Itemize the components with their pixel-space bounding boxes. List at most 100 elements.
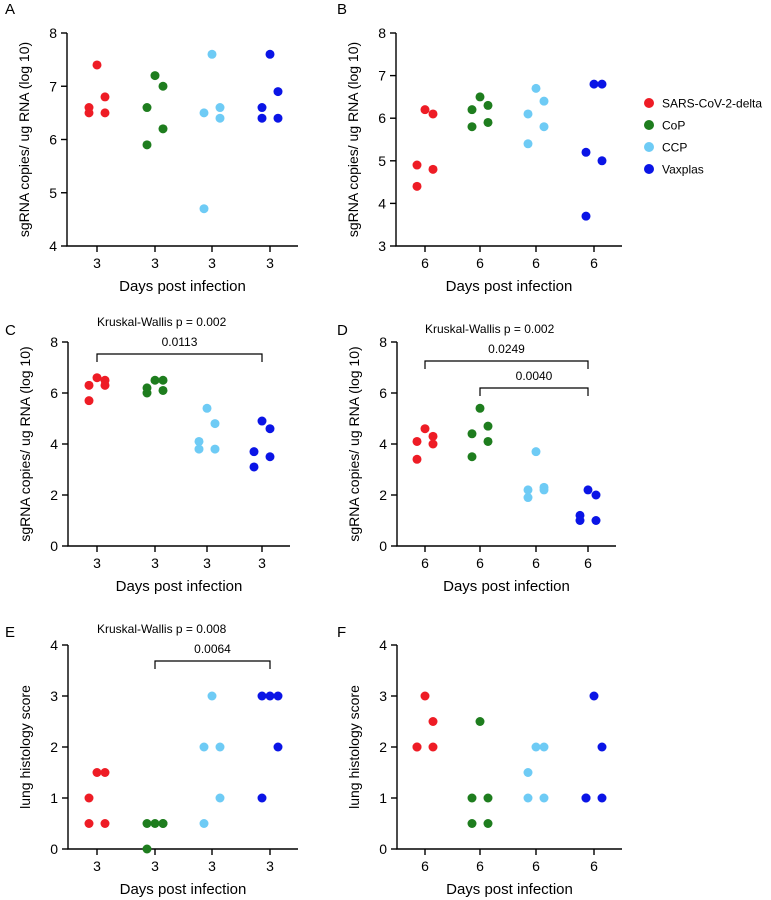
data-point-sars-cov-2-delta [413, 437, 422, 446]
data-point-sars-cov-2-delta [421, 105, 430, 114]
data-point-sars-cov-2-delta [421, 692, 430, 701]
significance-bracket [425, 361, 588, 369]
data-point-cop [476, 717, 485, 726]
x-tick-label: 6 [476, 255, 484, 271]
legend-label: CoP [662, 119, 685, 133]
axis-lines [68, 645, 298, 849]
data-point-sars-cov-2-delta [429, 165, 438, 174]
x-tick-label: 3 [93, 255, 101, 271]
data-point-vaxplas [582, 212, 591, 221]
x-tick-label: 3 [151, 555, 159, 571]
data-point-cop [159, 376, 168, 385]
legend-marker [644, 98, 654, 108]
data-point-ccp [540, 97, 549, 106]
data-point-ccp [524, 139, 533, 148]
y-axis-label: sgRNA copies/ ug RNA (log 10) [346, 346, 362, 541]
data-point-vaxplas [592, 516, 601, 525]
panel-letter: A [5, 1, 15, 18]
data-point-ccp [211, 445, 220, 454]
data-point-vaxplas [266, 692, 275, 701]
data-point-ccp [540, 794, 549, 803]
y-tick-label: 7 [49, 78, 57, 94]
data-point-cop [143, 389, 152, 398]
panel-letter: F [337, 624, 346, 641]
data-point-ccp [540, 743, 549, 752]
data-point-ccp [524, 768, 533, 777]
data-point-vaxplas [598, 156, 607, 165]
data-point-ccp [211, 419, 220, 428]
p-value-label: 0.0040 [516, 369, 553, 383]
y-tick-label: 0 [50, 538, 58, 554]
panel-d: D024686 6 6 6Days post infectionsgRNA copie… [337, 322, 616, 595]
x-tick-label: 3 [208, 255, 216, 271]
data-point-cop [468, 794, 477, 803]
legend-label: SARS-CoV-2-delta [662, 97, 762, 111]
data-point-vaxplas [590, 80, 599, 89]
y-axis-label: lung histology score [346, 685, 362, 809]
y-axis-label: sgRNA copies/ ug RNA (log 10) [17, 346, 33, 541]
data-point-ccp [532, 84, 541, 93]
data-point-sars-cov-2-delta [93, 373, 102, 382]
data-point-vaxplas [274, 692, 283, 701]
x-axis-label: Days post infection [446, 278, 573, 295]
y-tick-label: 6 [379, 385, 387, 401]
x-tick-label: 3 [151, 255, 159, 271]
data-point-vaxplas [250, 462, 259, 471]
p-value-label: 0.0113 [162, 335, 198, 349]
y-tick-label: 2 [50, 739, 58, 755]
data-point-vaxplas [274, 114, 283, 123]
legend-label: CCP [662, 141, 687, 155]
y-tick-label: 0 [379, 841, 387, 857]
data-point-vaxplas [582, 148, 591, 157]
x-tick-label: 6 [476, 858, 484, 874]
y-tick-label: 2 [50, 487, 58, 503]
data-point-cop [468, 105, 477, 114]
data-point-vaxplas [258, 417, 267, 426]
data-point-ccp [540, 485, 549, 494]
data-point-ccp [524, 493, 533, 502]
data-point-ccp [216, 794, 225, 803]
data-point-sars-cov-2-delta [85, 819, 94, 828]
x-tick-label: 3 [258, 555, 266, 571]
data-point-vaxplas [258, 103, 267, 112]
data-point-ccp [216, 103, 225, 112]
data-point-sars-cov-2-delta [429, 440, 438, 449]
panel-letter: E [5, 624, 15, 641]
y-tick-label: 1 [50, 790, 58, 806]
y-tick-label: 6 [378, 110, 386, 126]
legend-marker [644, 120, 654, 130]
data-point-cop [143, 845, 152, 854]
data-point-vaxplas [274, 87, 283, 96]
data-point-cop [151, 819, 160, 828]
data-point-sars-cov-2-delta [421, 424, 430, 433]
data-point-vaxplas [598, 80, 607, 89]
x-tick-label: 3 [208, 858, 216, 874]
y-axis-label: lung histology score [17, 685, 33, 809]
y-tick-label: 8 [378, 25, 386, 41]
data-point-sars-cov-2-delta [429, 743, 438, 752]
significance-bracket [155, 661, 270, 669]
y-tick-label: 4 [378, 195, 386, 211]
data-point-vaxplas [258, 794, 267, 803]
x-tick-label: 6 [421, 255, 429, 271]
data-point-cop [484, 422, 493, 431]
data-point-ccp [540, 122, 549, 131]
y-tick-label: 3 [378, 238, 386, 254]
x-tick-label: 6 [476, 555, 484, 571]
panel-letter: C [5, 322, 16, 339]
data-point-cop [143, 140, 152, 149]
significance-bracket [480, 388, 588, 396]
y-tick-label: 6 [50, 385, 58, 401]
y-tick-label: 0 [50, 841, 58, 857]
y-tick-label: 7 [378, 68, 386, 84]
data-point-sars-cov-2-delta [429, 109, 438, 118]
kruskal-wallis-annotation: Kruskal-Wallis p = 0.002 [425, 322, 555, 336]
x-tick-label: 3 [151, 858, 159, 874]
x-tick-label: 6 [584, 555, 592, 571]
data-point-sars-cov-2-delta [93, 60, 102, 69]
data-point-cop [143, 103, 152, 112]
y-axis-label: sgRNA copies/ ug RNA (log 10) [16, 42, 32, 237]
panel-a: A 4 5 6 7 8 3 3 3 3 Days post infection sgRNA copie… [5, 1, 298, 295]
data-point-ccp [532, 447, 541, 456]
data-point-cop [468, 452, 477, 461]
